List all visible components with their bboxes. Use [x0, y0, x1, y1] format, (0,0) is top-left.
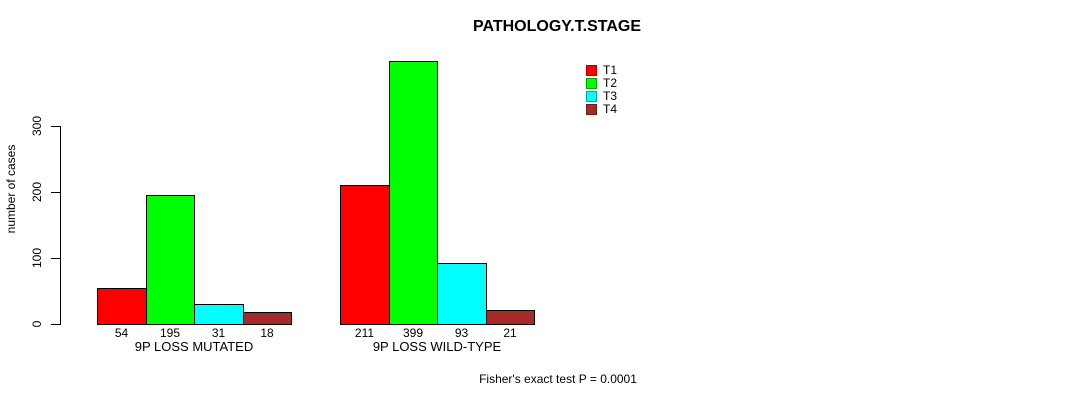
chart-title: PATHOLOGY.T.STAGE	[472, 18, 641, 35]
bar-value-T2-group1: 195	[159, 326, 181, 340]
bar-value-T3-group1: 31	[211, 326, 226, 340]
x-category-label: 9P LOSS WILD-TYPE	[372, 339, 502, 354]
y-axis-tick	[51, 126, 60, 127]
bar-value-T4-group1: 18	[260, 326, 274, 340]
y-axis-tick-label: 100	[30, 247, 44, 269]
bar-T2-group2	[389, 61, 438, 325]
fisher-test-annotation: Fisher's exact test P = 0.0001	[479, 372, 637, 386]
y-axis-title: number of cases	[4, 144, 18, 234]
bar-T4-group1	[243, 312, 292, 325]
bar-T2-group1	[146, 195, 195, 325]
y-axis-tick	[51, 258, 60, 259]
bar-T3-group2	[437, 263, 487, 325]
legend: T1 T2 T3 T4	[586, 64, 617, 116]
y-axis-tick-label: 300	[30, 115, 44, 137]
legend-item: T2	[586, 77, 617, 90]
bar-value-T2-group2: 399	[402, 326, 424, 340]
bar-value-T3-group2: 93	[454, 326, 469, 340]
legend-item: T3	[586, 90, 617, 103]
bar-value-T1-group2: 211	[354, 326, 375, 340]
y-axis-tick-label: 0	[30, 320, 44, 328]
bar-T1-group1	[97, 288, 147, 325]
legend-item-label: T2	[603, 76, 618, 90]
y-axis-tick	[51, 324, 60, 325]
legend-color-swatch	[586, 65, 597, 76]
bar-T3-group1	[194, 304, 244, 325]
bar-T1-group2	[340, 185, 390, 325]
legend-item: T4	[586, 103, 617, 116]
legend-item-label: T3	[603, 89, 618, 103]
legend-item-label: T4	[603, 102, 618, 116]
bar-T4-group2	[486, 310, 535, 325]
y-axis-tick-label: 200	[30, 181, 44, 203]
legend-item: T1	[586, 64, 617, 77]
legend-item-label: T1	[603, 63, 618, 77]
y-axis-tick	[51, 192, 60, 193]
bar-value-T1-group1: 54	[114, 326, 129, 340]
legend-color-swatch	[586, 78, 597, 89]
legend-color-swatch	[586, 104, 597, 115]
bar-value-T4-group2: 21	[503, 326, 517, 340]
legend-color-swatch	[586, 91, 597, 102]
x-category-label: 9P LOSS MUTATED	[134, 339, 254, 354]
y-axis-line	[60, 126, 61, 325]
